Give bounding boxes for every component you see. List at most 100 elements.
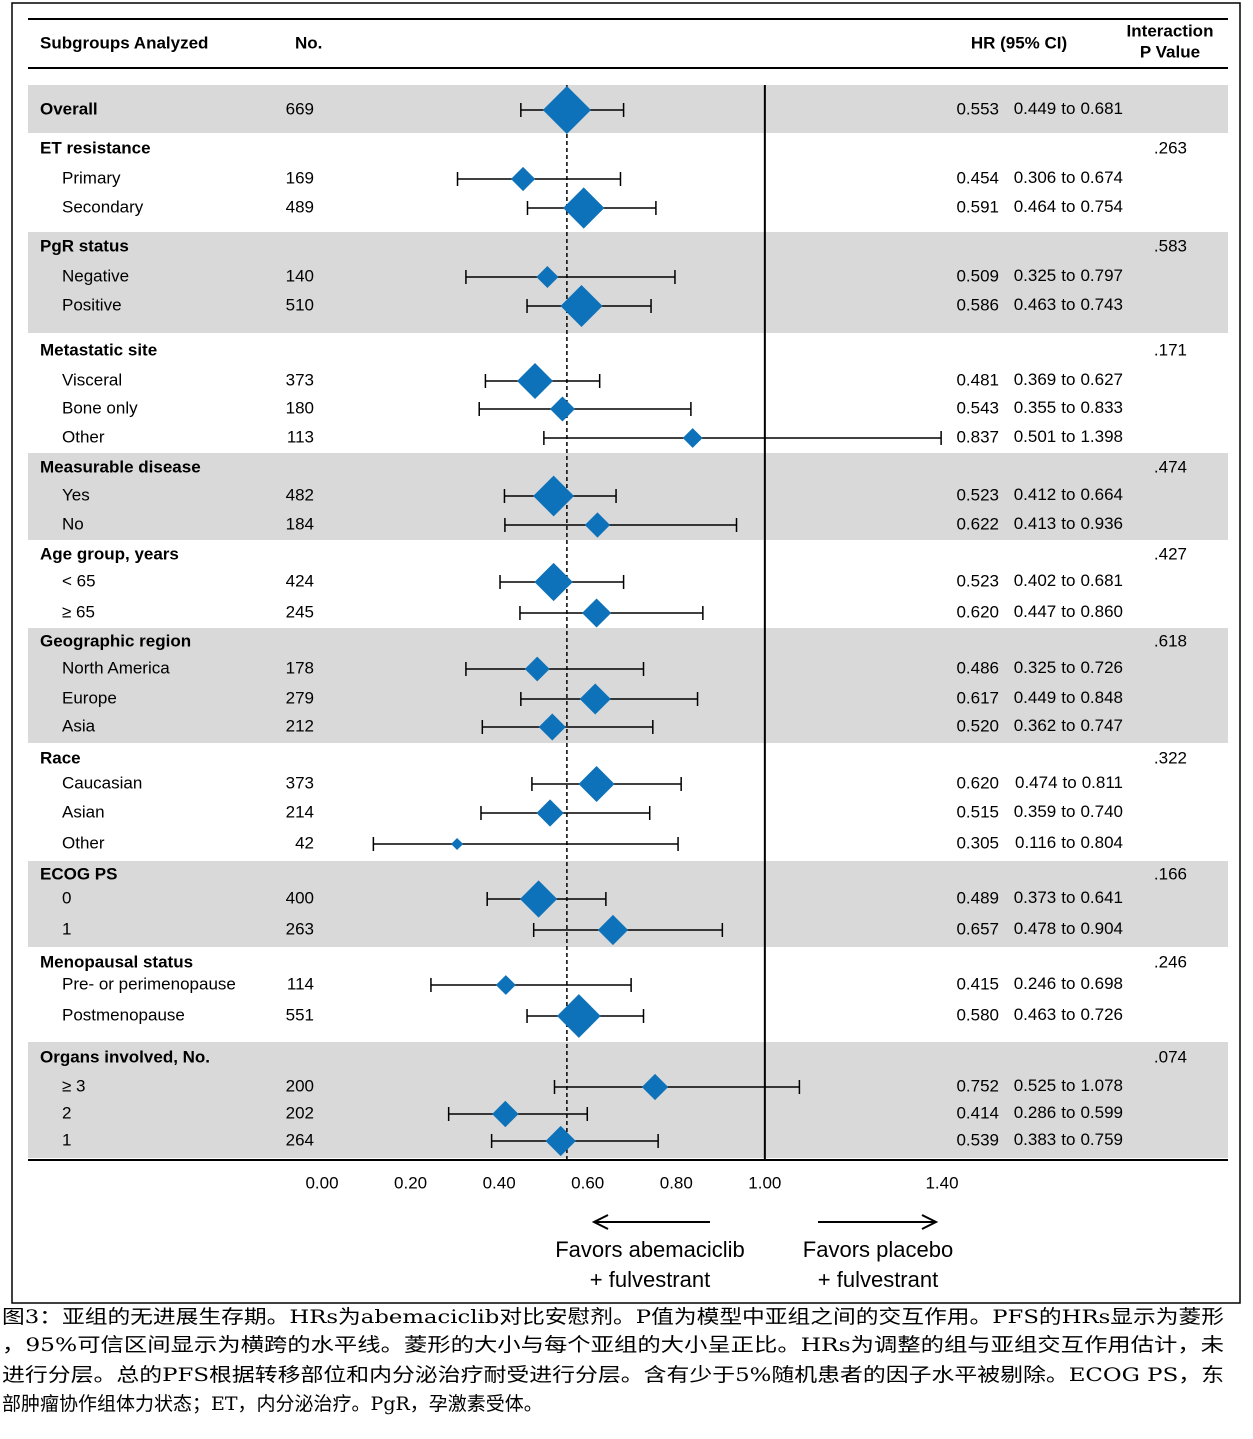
p-value: .583 bbox=[1154, 236, 1187, 255]
ci-part: 0.641 bbox=[1080, 888, 1123, 907]
ci-label: 0.464 to 0.754 bbox=[1014, 197, 1123, 216]
ci-part: 0.759 bbox=[1080, 1130, 1123, 1149]
hr-diamond bbox=[641, 1073, 669, 1101]
ci-part: 0.804 bbox=[1080, 833, 1123, 852]
p-value: .171 bbox=[1154, 340, 1187, 359]
ci-part: 0.726 bbox=[1080, 658, 1123, 677]
ci-part: to bbox=[1061, 370, 1075, 389]
hr-label: 0.515 bbox=[956, 802, 999, 821]
hr-diamond bbox=[538, 713, 566, 741]
hr-diamond bbox=[549, 396, 575, 422]
ci-part: to bbox=[1061, 658, 1075, 677]
x-tick-label: 0.40 bbox=[483, 1173, 516, 1192]
x-tick-label: 0.20 bbox=[394, 1173, 427, 1192]
x-tick-label: 0.00 bbox=[305, 1173, 338, 1192]
ci-part: to bbox=[1061, 571, 1075, 590]
x-tick-label: 0.60 bbox=[571, 1173, 604, 1192]
ci-label: 0.402 to 0.681 bbox=[1014, 571, 1123, 590]
hr-diamond bbox=[682, 428, 703, 448]
row-label: Secondary bbox=[62, 197, 144, 216]
ci-part: to bbox=[1061, 266, 1075, 285]
p-value: .322 bbox=[1154, 748, 1187, 767]
ci-part: 0.664 bbox=[1080, 485, 1123, 504]
ci-label: 0.449 to 0.681 bbox=[1014, 99, 1123, 118]
ci-label: 0.447 to 0.860 bbox=[1014, 602, 1123, 621]
ci-label: 0.413 to 0.936 bbox=[1014, 514, 1123, 533]
row-n: 279 bbox=[286, 688, 314, 707]
row-label: Other bbox=[62, 427, 105, 446]
row-n: 263 bbox=[286, 919, 314, 938]
ci-label: 0.463 to 0.743 bbox=[1014, 295, 1123, 314]
hr-label: 0.752 bbox=[956, 1076, 999, 1095]
hr-diamond bbox=[560, 284, 603, 328]
hr-diamond bbox=[597, 914, 629, 946]
ci-part: 0.474 bbox=[1015, 773, 1058, 792]
ci-label: 0.412 to 0.664 bbox=[1014, 485, 1123, 504]
ci-label: 0.474 to 0.811 bbox=[1015, 773, 1123, 792]
hr-diamond bbox=[495, 975, 516, 995]
group-label: Measurable disease bbox=[40, 457, 201, 476]
ci-label: 0.359 to 0.740 bbox=[1014, 802, 1123, 821]
ci-part: 0.116 bbox=[1015, 833, 1056, 852]
group-label: Age group, years bbox=[40, 544, 179, 563]
hr-label: 0.620 bbox=[956, 773, 999, 792]
hr-label: 0.586 bbox=[956, 295, 999, 314]
row-n: 245 bbox=[286, 602, 314, 621]
band bbox=[28, 232, 1228, 333]
ci-part: 1.078 bbox=[1080, 1076, 1123, 1095]
row-n: 373 bbox=[286, 370, 314, 389]
ci-label: 0.362 to 0.747 bbox=[1014, 716, 1123, 735]
ci-part: 0.754 bbox=[1080, 197, 1123, 216]
group-label: Menopausal status bbox=[40, 952, 193, 971]
row-n: 510 bbox=[286, 295, 314, 314]
group-label: Organs involved, No. bbox=[40, 1047, 210, 1066]
ci-part: 0.860 bbox=[1080, 602, 1123, 621]
row-label: ≥ 3 bbox=[62, 1076, 86, 1095]
row-label: Pre- or perimenopause bbox=[62, 974, 236, 993]
row-label: Yes bbox=[62, 485, 90, 504]
ci-part: to bbox=[1061, 1076, 1075, 1095]
row-n: 114 bbox=[287, 974, 314, 993]
row-n: 113 bbox=[287, 427, 314, 446]
x-tick-label: 1.40 bbox=[925, 1173, 958, 1192]
ci-part: 0.740 bbox=[1080, 802, 1123, 821]
hr-diamond bbox=[517, 363, 553, 399]
ci-part: 0.936 bbox=[1080, 514, 1123, 533]
ci-part: 0.525 bbox=[1014, 1076, 1057, 1095]
header: P Value bbox=[1140, 42, 1200, 61]
ci-part: 0.698 bbox=[1080, 974, 1123, 993]
hr-diamond bbox=[519, 880, 558, 918]
row-label: No bbox=[62, 514, 84, 533]
ci-part: to bbox=[1061, 974, 1075, 993]
hr-label: 0.415 bbox=[956, 974, 999, 993]
ci-part: 0.463 bbox=[1014, 1005, 1057, 1024]
ci-label: 0.246 to 0.698 bbox=[1014, 974, 1123, 993]
row-label: Bone only bbox=[62, 398, 138, 417]
ci-label: 0.306 to 0.674 bbox=[1014, 168, 1123, 187]
ci-part: to bbox=[1061, 1005, 1075, 1024]
hr-diamond bbox=[579, 683, 611, 715]
hr-diamond bbox=[534, 562, 573, 602]
hr-diamond bbox=[563, 187, 605, 229]
ci-label: 0.478 to 0.904 bbox=[1014, 919, 1123, 938]
band bbox=[28, 85, 1228, 133]
row-label: 1 bbox=[62, 1130, 71, 1149]
ci-part: 0.681 bbox=[1080, 99, 1123, 118]
ci-part: 0.833 bbox=[1080, 398, 1123, 417]
hr-label: 0.414 bbox=[956, 1103, 999, 1122]
row-n: 42 bbox=[295, 833, 314, 852]
row-n: 264 bbox=[286, 1130, 314, 1149]
hr-diamond bbox=[542, 85, 591, 135]
ci-part: 0.478 bbox=[1014, 919, 1057, 938]
hr-diamond bbox=[578, 766, 615, 802]
ci-part: 0.463 bbox=[1014, 295, 1057, 314]
ci-part: 0.464 bbox=[1014, 197, 1057, 216]
x-tick-label: 0.80 bbox=[660, 1173, 693, 1192]
ci-part: 0.413 bbox=[1014, 514, 1057, 533]
hr-label: 0.622 bbox=[956, 514, 999, 533]
row-n: 178 bbox=[286, 658, 314, 677]
hr-label: 0.539 bbox=[956, 1130, 999, 1149]
ci-label: 0.369 to 0.627 bbox=[1014, 370, 1123, 389]
hr-diamond bbox=[510, 166, 536, 192]
row-n: 669 bbox=[286, 99, 314, 118]
